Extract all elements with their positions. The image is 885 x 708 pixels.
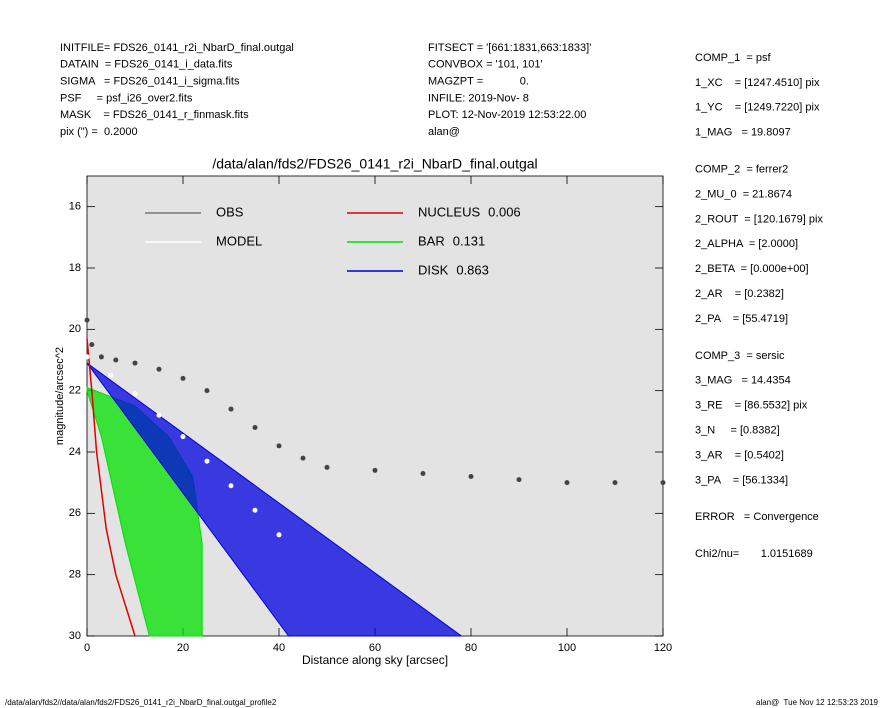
component-line: 1_MAG = 19.8097: [695, 127, 791, 139]
header-line: INFILE: 2019-Nov- 8: [428, 92, 529, 104]
data-point: [324, 464, 330, 470]
data-point: [180, 434, 186, 440]
x-tick-label: 80: [465, 642, 477, 654]
header-line: FITSECT = '[661:1831,663:1833]': [428, 42, 591, 54]
data-point: [468, 474, 474, 480]
header-line: DATAIN = FDS26_0141_i_data.fits: [60, 59, 233, 71]
component-line: 3_N = [0.8382]: [695, 425, 780, 437]
component-line: ERROR = Convergence: [695, 511, 819, 523]
header-line: MASK = FDS26_0141_r_finmask.fits: [60, 109, 249, 121]
data-point: [156, 412, 162, 418]
legend-label: BAR: [418, 233, 445, 248]
data-point: [252, 424, 258, 430]
component-line: 1_YC = [1249.7220] pix: [695, 102, 820, 114]
component-line: 3_PA = [56.1334]: [695, 474, 788, 486]
component-line: Chi2/nu= 1.0151689: [695, 548, 813, 560]
legend-fraction: 0.863: [456, 262, 489, 277]
data-point: [204, 458, 210, 464]
legend-label: MODEL: [216, 233, 262, 248]
data-point: [156, 366, 162, 372]
component-line: 3_MAG = 14.4354: [695, 375, 791, 387]
component-line: 2_ALPHA = [2.0000]: [695, 238, 798, 250]
header-line: MAGZPT = 0.: [428, 76, 529, 88]
model-line: [86, 338, 136, 637]
data-point: [564, 480, 570, 486]
header-line: CONVBOX = '101, 101': [428, 59, 543, 71]
component-line: COMP_3 = sersic: [695, 350, 785, 362]
data-point: [252, 507, 258, 513]
header-line: PLOT: 12-Nov-2019 12:53:22.00: [428, 109, 586, 121]
legend-label: DISK: [418, 262, 449, 277]
component-line: 3_RE = [86.5532] pix: [695, 400, 808, 412]
data-point: [204, 388, 210, 394]
x-tick-label: 100: [558, 642, 576, 654]
data-point: [108, 372, 114, 378]
y-tick-label: 24: [69, 446, 81, 458]
data-point: [276, 443, 282, 449]
legend-fraction: 0.131: [453, 233, 486, 248]
header-line: SIGMA = FDS26_0141_i_sigma.fits: [60, 76, 240, 88]
data-point: [132, 360, 138, 366]
y-tick-label: 28: [69, 569, 81, 581]
chart-title: /data/alan/fds2/FDS26_0141_r2i_NbarD_fin…: [212, 156, 537, 172]
y-axis-label: magnitude/arcsec^2: [54, 347, 66, 445]
model-area: [86, 362, 463, 637]
data-point: [516, 477, 522, 483]
legend-label: NUCLEUS: [418, 204, 480, 219]
y-tick-label: 20: [69, 323, 81, 335]
header-line: pix (") = 0.2000: [60, 126, 138, 138]
data-point: [276, 532, 282, 538]
component-line: 1_XC = [1247.4510] pix: [695, 77, 820, 89]
y-tick-label: 16: [69, 201, 81, 213]
component-line: 2_BETA = [0.000e+00]: [695, 263, 809, 275]
footer-date: alan@ Tue Nov 12 12:53:23 2019: [756, 698, 879, 707]
data-point: [84, 317, 90, 323]
y-tick-label: 30: [69, 630, 81, 642]
data-point: [228, 406, 234, 412]
y-tick-label: 22: [69, 385, 81, 397]
data-point: [372, 467, 378, 473]
x-tick-label: 60: [369, 642, 381, 654]
data-point: [420, 470, 426, 476]
x-tick-label: 20: [177, 642, 189, 654]
header-line: INITFILE= FDS26_0141_r2i_NbarD_final.out…: [60, 42, 294, 54]
component-line: COMP_1 = psf: [695, 52, 771, 64]
data-point: [89, 342, 95, 348]
data-point: [228, 483, 234, 489]
data-point: [132, 391, 138, 397]
data-point: [660, 480, 666, 486]
footer-path: /data/alan/fds2//data/alan/fds2/FDS26_01…: [5, 698, 277, 707]
component-line: 3_AR = [0.5402]: [695, 449, 784, 461]
y-tick-label: 18: [69, 262, 81, 274]
x-tick-label: 40: [273, 642, 285, 654]
data-point: [300, 455, 306, 461]
header-line: PSF = psf_i26_over2.fits: [60, 92, 193, 104]
component-line: 2_MU_0 = 21.8674: [695, 188, 792, 200]
x-tick-label: 120: [654, 642, 672, 654]
data-point: [113, 357, 119, 363]
component-line: 2_PA = [55.4719]: [695, 313, 788, 325]
y-tick-label: 26: [69, 507, 81, 519]
component-line: COMP_2 = ferrer2: [695, 164, 788, 176]
data-point: [180, 375, 186, 381]
legend-label: OBS: [216, 204, 244, 219]
x-tick-label: 0: [84, 642, 90, 654]
legend-fraction: 0.006: [488, 204, 521, 219]
component-line: 2_ROUT = [120.1679] pix: [695, 213, 823, 225]
x-axis-label: Distance along sky [arcsec]: [302, 653, 448, 667]
header-line: alan@: [428, 126, 460, 138]
data-point: [98, 354, 104, 360]
data-point: [612, 480, 618, 486]
data-point: [84, 354, 90, 360]
component-line: 2_AR = [0.2382]: [695, 288, 784, 300]
